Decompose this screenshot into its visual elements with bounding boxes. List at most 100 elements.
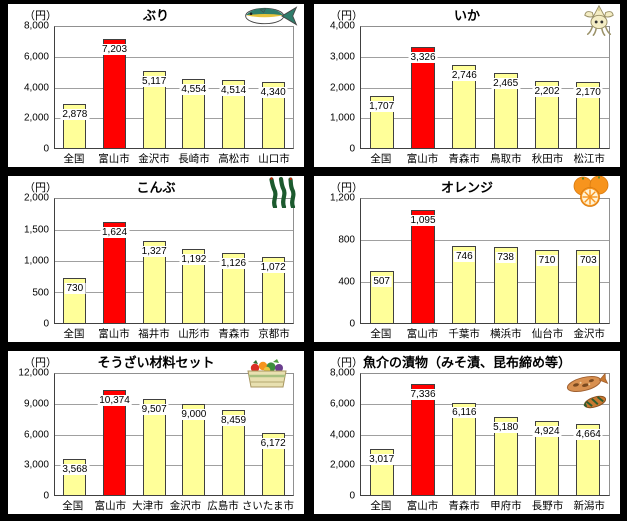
bar-value-label: 703 [577, 255, 599, 267]
bar-value-label: 1,095 [408, 214, 438, 226]
chart-panel-orange: （円） オレンジ 1,200 800 400 0 507 1,095 746 738 710 [314, 176, 620, 342]
bar [261, 256, 285, 323]
unit-label: （円） [24, 10, 57, 22]
y-axis: 4,000 3,000 2,000 1,000 0 [318, 21, 360, 155]
bar-value-label: 2,202 [532, 86, 562, 98]
bar-value-label: 9,000 [179, 409, 209, 421]
bar [535, 249, 559, 323]
x-category-label: 横浜市 [490, 328, 522, 340]
x-axis: 全国 富山市 青森市 甲府市 長野市 新潟市 [360, 497, 610, 513]
y-tick-label: 8,000 [23, 20, 49, 32]
gridline [361, 281, 609, 283]
bar [576, 424, 601, 495]
gridline [55, 117, 293, 119]
chart-title: 魚介の漬物（みそ漬、昆布締め等） [362, 355, 572, 370]
y-axis: 8,000 6,000 4,000 2,000 0 [318, 368, 360, 502]
seaweed-icon [268, 176, 300, 208]
gridline [55, 230, 293, 231]
x-category-label: 富山市 [98, 328, 130, 340]
plot-area: 3,017 7,336 6,116 5,180 4,924 4,664 [360, 373, 610, 496]
bar-highlighted [411, 384, 435, 495]
gridline [55, 87, 293, 89]
gridline [361, 404, 609, 406]
x-category-label: 金沢市 [138, 153, 170, 165]
y-tick-label: 0 [43, 143, 49, 155]
x-category-label: さいたま市 [241, 500, 294, 512]
bar [535, 420, 559, 495]
unit-label: （円） [24, 357, 57, 369]
y-tick-label: 400 [338, 276, 355, 288]
bar [182, 79, 206, 148]
x-category-label: 山口市 [258, 153, 290, 165]
x-category-label: 秋田市 [531, 153, 564, 165]
unit-label: （円） [330, 182, 363, 194]
y-tick-label: 0 [43, 318, 49, 330]
bar-value-label: 2,878 [60, 109, 90, 121]
bar [535, 81, 559, 148]
y-tick-label: 0 [349, 143, 355, 155]
bar [221, 409, 245, 495]
x-category-label: 全国 [370, 153, 392, 165]
x-axis: 全国 富山市 福井市 山形市 青森市 京都市 [54, 325, 294, 341]
unit-label: （円） [24, 182, 57, 194]
bar-value-label: 3,017 [367, 454, 397, 466]
plot-area: 507 1,095 746 738 710 703 [360, 198, 610, 324]
bar-value-label: 2,170 [573, 87, 603, 99]
chart-area: 8,000 6,000 4,000 2,000 0 2,878 7,203 5,117 4,5… [12, 21, 294, 155]
chart-title: ぶり [142, 8, 170, 23]
bar-value-label: 4,554 [179, 84, 209, 96]
x-category-label: 京都市 [258, 328, 290, 340]
bar-value-label: 7,203 [99, 44, 130, 56]
bar-highlighted [411, 47, 435, 148]
plot-area: 2,878 7,203 5,117 4,554 4,514 4,340 [54, 26, 294, 149]
x-category-label: 富山市 [406, 500, 439, 512]
bar-value-label: 1,072 [258, 261, 288, 273]
x-category-label: 広島市 [207, 500, 239, 512]
gridline [361, 464, 609, 466]
bar [452, 245, 477, 323]
x-category-label: 青森市 [218, 328, 250, 340]
chart-panel-konbu: （円） こんぶ 2,000 1,500 1,000 500 0 730 1,624 1,32… [8, 176, 304, 342]
bar-value-label: 507 [371, 275, 392, 287]
x-category-label: 金沢市 [573, 328, 605, 340]
gridline [361, 57, 609, 59]
bar [576, 250, 601, 323]
x-category-label: 甲府市 [490, 500, 522, 512]
x-category-label: 全国 [370, 500, 392, 512]
bar-value-label: 4,924 [532, 425, 562, 437]
x-category-label: 全国 [370, 328, 392, 340]
chart-panel-souzai-set: （円） そうざい材料セット 12,000 9,000 6,000 3,000 0 3,5… [8, 351, 304, 514]
x-category-label: 新潟市 [573, 500, 605, 512]
oranges-icon [570, 176, 612, 208]
bar-value-label: 9,507 [139, 404, 169, 416]
bar-value-label: 1,327 [139, 245, 169, 257]
x-category-label: 長野市 [531, 500, 564, 512]
x-category-label: 福井市 [138, 328, 170, 340]
yellowtail-fish-icon [242, 4, 300, 28]
bar-value-label: 1,707 [367, 101, 397, 113]
y-tick-label: 2,000 [23, 192, 49, 204]
gridline [361, 434, 609, 436]
x-axis: 全国 富山市 金沢市 長崎市 高松市 山口市 [54, 150, 294, 166]
y-tick-label: 2,000 [23, 112, 49, 124]
x-axis: 全国 富山市 大津市 金沢市 広島市 さいたま市 [54, 497, 294, 513]
x-axis: 全国 富山市 青森市 鳥取市 秋田市 松江市 [360, 150, 610, 166]
bar [142, 70, 166, 148]
bar-highlighted [102, 390, 126, 495]
chart-area: 12,000 9,000 6,000 3,000 0 3,568 10,374 9,507 9… [12, 368, 294, 502]
x-category-label: 松江市 [573, 153, 605, 165]
x-category-label: 山形市 [178, 328, 210, 340]
bar [576, 82, 601, 148]
bar-value-label: 1,192 [179, 254, 209, 266]
x-category-label: 大津市 [132, 500, 164, 512]
y-axis: 12,000 9,000 6,000 3,000 0 [12, 368, 54, 502]
y-tick-label: 1,000 [329, 112, 355, 124]
bar-highlighted [102, 39, 126, 148]
unit-label: （円） [330, 10, 363, 22]
x-category-label: 富山市 [406, 153, 439, 165]
bar [493, 73, 518, 148]
bar [182, 249, 206, 323]
bar-value-label: 746 [453, 250, 475, 262]
chart-title: いか [453, 8, 481, 23]
squid-icon [582, 4, 616, 38]
